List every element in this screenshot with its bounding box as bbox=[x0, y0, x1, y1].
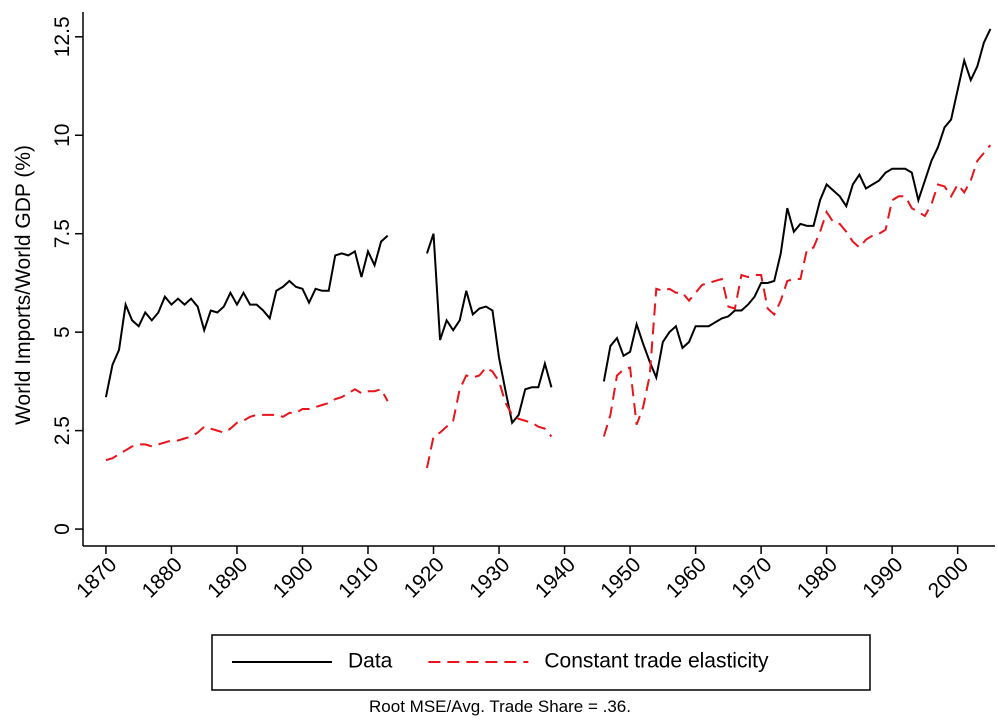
x-tick-label: 1950 bbox=[596, 553, 645, 602]
x-tick-label: 1870 bbox=[72, 553, 121, 602]
y-tick-label: 2.5 bbox=[51, 416, 74, 445]
x-tick-label: 1910 bbox=[334, 553, 383, 602]
y-axis-label: World Imports/World GDP (%) bbox=[12, 145, 35, 425]
legend-box bbox=[211, 634, 871, 691]
legend-label: Constant trade elasticity bbox=[544, 650, 769, 673]
legend-label: Data bbox=[348, 650, 393, 673]
x-tick-label: 1930 bbox=[465, 553, 514, 602]
x-tick-label: 1960 bbox=[662, 553, 711, 602]
x-tick-label: 1900 bbox=[269, 553, 318, 602]
x-tick-label: 2000 bbox=[924, 553, 973, 602]
chart-note: Root MSE/Avg. Trade Share = .36. bbox=[369, 697, 631, 716]
x-tick-label: 1990 bbox=[858, 553, 907, 602]
y-tick-label: 7.5 bbox=[51, 219, 74, 248]
series-line bbox=[105, 144, 992, 469]
y-tick-label: 10 bbox=[51, 124, 74, 147]
x-tick-label: 1920 bbox=[400, 553, 449, 602]
series-line bbox=[104, 28, 992, 425]
x-tick-label: 1940 bbox=[531, 553, 580, 602]
x-tick-label: 1980 bbox=[793, 553, 842, 602]
x-tick-label: 1890 bbox=[203, 553, 252, 602]
x-tick-label: 1880 bbox=[138, 553, 187, 602]
y-tick-label: 5 bbox=[51, 326, 74, 338]
y-tick-label: 0 bbox=[51, 523, 74, 535]
x-tick-label: 1970 bbox=[727, 553, 776, 602]
y-tick-label: 12.5 bbox=[51, 16, 74, 57]
